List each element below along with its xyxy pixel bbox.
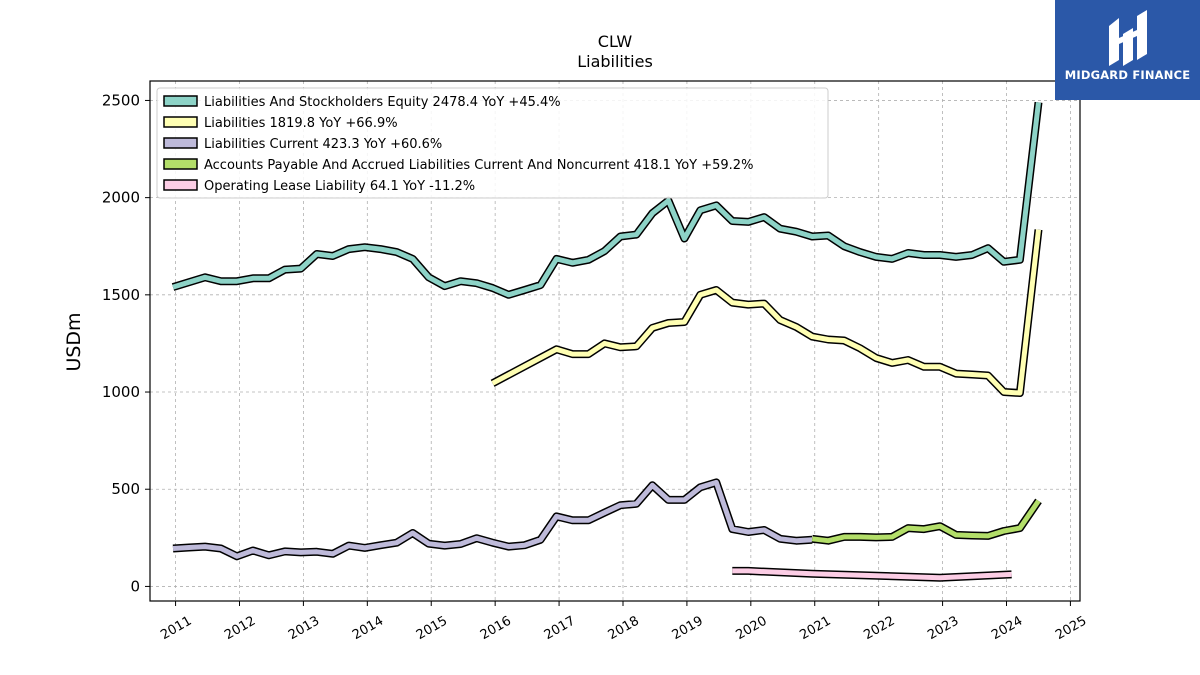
x-tick-label: 2011 xyxy=(158,614,194,644)
series-stroke xyxy=(172,479,813,559)
y-tick-label: 2000 xyxy=(102,189,140,207)
x-tick-label: 2025 xyxy=(1053,614,1089,644)
brand-logo: MIDGARD FINANCE xyxy=(1055,0,1200,100)
series-line-4 xyxy=(732,566,1012,582)
legend-entry: Liabilities And Stockholders Equity 2478… xyxy=(204,95,561,110)
midgard-logo-icon xyxy=(1109,10,1147,66)
series-line-2 xyxy=(172,478,813,561)
legend: Liabilities And Stockholders Equity 2478… xyxy=(156,87,829,199)
y-tick-label: 0 xyxy=(130,577,140,595)
y-tick-label: 1500 xyxy=(102,286,140,304)
chart-subtitle: Liabilities xyxy=(577,52,653,71)
y-tick-label: 500 xyxy=(111,480,140,498)
x-tick-label: 2021 xyxy=(797,614,833,644)
y-tick-label: 1000 xyxy=(102,383,140,401)
series-stroke xyxy=(172,102,1041,298)
x-tick-label: 2020 xyxy=(733,614,769,644)
x-tick-label: 2013 xyxy=(286,614,322,644)
series-line-0 xyxy=(171,101,1043,299)
legend-swatch xyxy=(163,95,198,107)
x-tick-label: 2012 xyxy=(222,614,258,644)
x-tick-label: 2024 xyxy=(989,614,1025,644)
legend-swatch xyxy=(163,158,198,170)
series-stroke xyxy=(732,568,1012,581)
legend-entry: Accounts Payable And Accrued Liabilities… xyxy=(204,158,753,173)
x-tick-label: 2017 xyxy=(542,614,578,644)
brand-logo-text: MIDGARD FINANCE xyxy=(1064,68,1191,82)
x-tick-label: 2016 xyxy=(478,614,514,644)
x-tick-label: 2019 xyxy=(670,614,706,644)
chart-title: CLW xyxy=(598,32,633,51)
legend-swatch xyxy=(163,137,198,149)
legend-entry: Operating Lease Liability 64.1 YoY -11.2… xyxy=(204,179,475,194)
series-layer xyxy=(171,101,1043,582)
x-tick-label: 2022 xyxy=(861,614,897,644)
series-stroke xyxy=(811,499,1041,544)
series-line-3 xyxy=(811,498,1042,545)
legend-swatch xyxy=(163,116,198,128)
x-tick-label: 2014 xyxy=(350,614,386,644)
y-axis-label: USDm xyxy=(63,312,85,371)
x-tick-label: 2023 xyxy=(925,614,961,644)
legend-box xyxy=(156,87,829,199)
series-stroke xyxy=(491,229,1041,396)
legend-entry: Liabilities 1819.8 YoY +66.9% xyxy=(204,116,398,131)
plot-frame xyxy=(149,80,1081,602)
legend-swatch xyxy=(163,179,198,191)
legend-entry: Liabilities Current 423.3 YoY +60.6% xyxy=(204,137,442,152)
series-line-1 xyxy=(490,229,1043,397)
x-tick-label: 2015 xyxy=(414,614,450,644)
x-tick-label: 2018 xyxy=(606,614,642,644)
y-tick-label: 2500 xyxy=(102,91,140,109)
